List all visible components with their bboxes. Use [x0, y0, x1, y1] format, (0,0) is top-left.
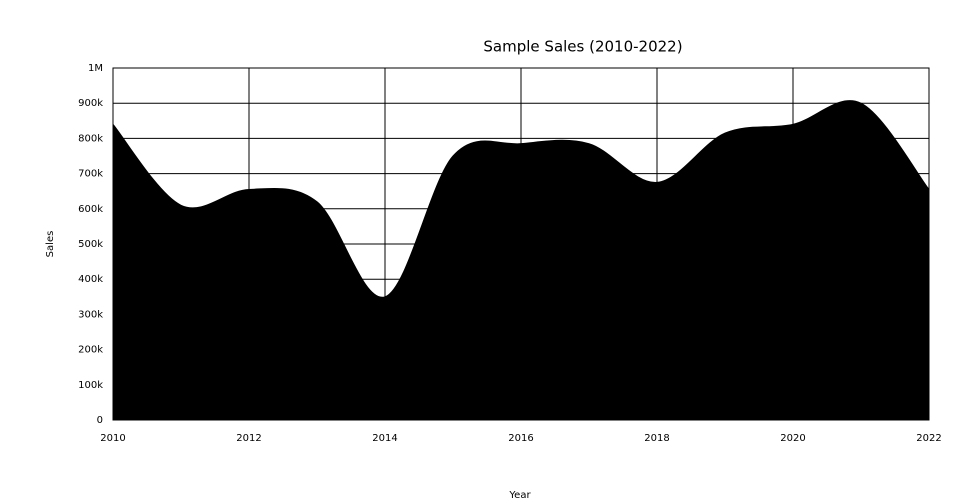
y-axis-label: Sales [45, 231, 56, 258]
x-axis-label: Year [508, 490, 531, 500]
plot-border [112, 67, 930, 421]
y-tick-label: 500k [78, 239, 103, 250]
x-tick-label: 2016 [508, 433, 533, 444]
x-tick-label: 2012 [236, 433, 261, 444]
y-tick-label: 800k [78, 133, 103, 144]
x-tick-label: 2018 [644, 433, 669, 444]
x-tick-label: 2022 [916, 433, 941, 444]
x-tick-label: 2010 [100, 433, 125, 444]
y-tick-label: 0 [97, 415, 103, 426]
y-tick-label: 200k [78, 345, 103, 356]
x-tick-label: 2020 [780, 433, 805, 444]
x-tick-label: 2014 [372, 433, 397, 444]
area [112, 100, 930, 421]
y-tick-label: 600k [78, 204, 103, 215]
y-tick-label: 700k [78, 169, 103, 180]
y-tick-label: 400k [78, 274, 103, 285]
y-tick-label: 100k [78, 380, 103, 391]
y-tick-label: 1M [88, 63, 103, 74]
y-tick-label: 300k [78, 309, 103, 320]
chart-title: Sample Sales (2010-2022) [483, 38, 682, 56]
y-tick-label: 900k [78, 98, 103, 109]
